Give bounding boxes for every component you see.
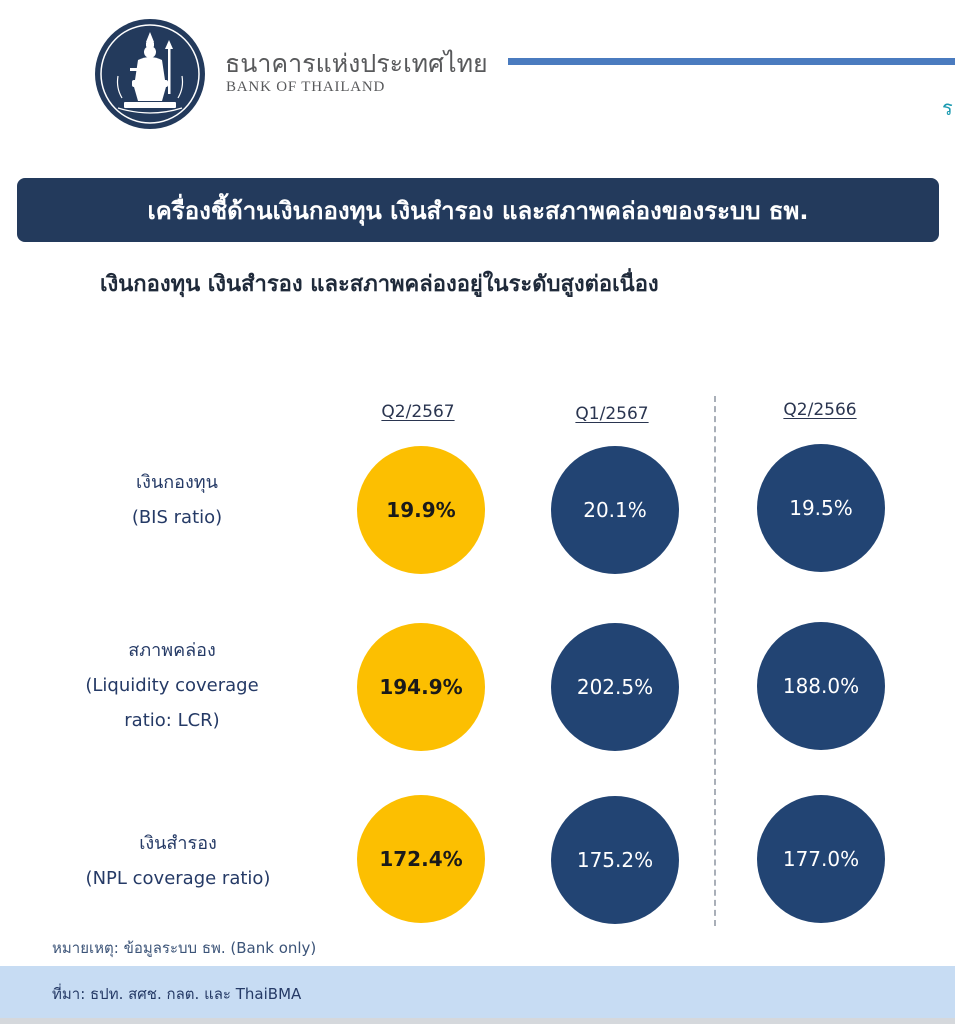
cropped-heading-glyph: ร bbox=[942, 96, 953, 120]
value-circle-capital-q2-2566: 19.5% bbox=[757, 444, 885, 572]
row-label-line: เงินกองทุน bbox=[136, 472, 218, 493]
row-label-line: (Liquidity coverage bbox=[85, 675, 259, 696]
source-text: ที่มา: ธปท. สศช. กลต. และ ThaiBMA bbox=[52, 985, 302, 1003]
column-header-q1-2567: Q1/2567 bbox=[575, 404, 649, 424]
footnote: หมายเหตุ: ข้อมูลระบบ ธพ. (Bank only) bbox=[52, 939, 317, 957]
row-label-line: (BIS ratio) bbox=[131, 507, 223, 528]
row-label-line: (NPL coverage ratio) bbox=[85, 868, 271, 889]
value-circle-capital-q2-2567: 19.9% bbox=[357, 446, 485, 574]
column-header-q2-2567: Q2/2567 bbox=[381, 402, 455, 422]
source-bar: ที่มา: ธปท. สศช. กลต. และ ThaiBMA bbox=[0, 966, 955, 1018]
slide-subtitle: เงินกองทุน เงินสำรอง และสภาพคล่องอยู่ในร… bbox=[100, 272, 659, 297]
value-circle-npl-q2-2567: 172.4% bbox=[357, 795, 485, 923]
bank-name-english: BANK OF THAILAND bbox=[226, 79, 386, 95]
bank-name-thai: ธนาคารแห่งประเทศไทย bbox=[225, 49, 488, 78]
value-circle-npl-q2-2566: 177.0% bbox=[757, 795, 885, 923]
header-rule bbox=[508, 58, 955, 65]
value-circle-npl-q1-2567: 175.2% bbox=[551, 796, 679, 924]
bank-of-thailand-seal-icon bbox=[95, 19, 205, 129]
row-label-line: ratio: LCR) bbox=[124, 710, 220, 731]
value-circle-lcr-q1-2567: 202.5% bbox=[551, 623, 679, 751]
value-circle-lcr-q2-2566: 188.0% bbox=[757, 622, 885, 750]
slide-title: เครื่องชี้ด้านเงินกองทุน เงินสำรอง และสภ… bbox=[147, 196, 809, 225]
row-label-capital: เงินกองทุน (BIS ratio) bbox=[57, 465, 297, 535]
title-banner: เครื่องชี้ด้านเงินกองทุน เงินสำรอง และสภ… bbox=[17, 178, 939, 242]
row-label-line: เงินสำรอง bbox=[139, 833, 217, 854]
bottom-strip bbox=[0, 1018, 955, 1024]
value-circle-capital-q1-2567: 20.1% bbox=[551, 446, 679, 574]
row-label-line: สภาพคล่อง bbox=[128, 640, 216, 661]
column-header-q2-2566: Q2/2566 bbox=[783, 400, 857, 420]
period-divider bbox=[714, 396, 716, 926]
row-label-liquidity: สภาพคล่อง (Liquidity coverage ratio: LCR… bbox=[52, 633, 292, 738]
value-circle-lcr-q2-2567: 194.9% bbox=[357, 623, 485, 751]
row-label-reserves: เงินสำรอง (NPL coverage ratio) bbox=[58, 826, 298, 896]
